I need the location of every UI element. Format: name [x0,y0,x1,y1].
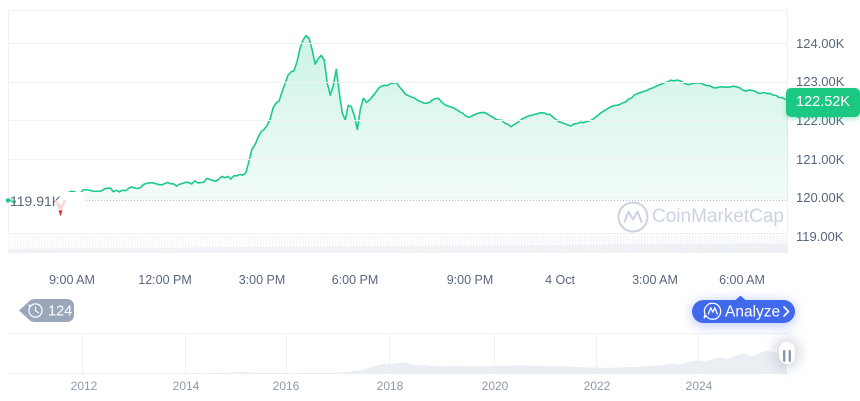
svg-text:Analyze: Analyze [725,304,780,321]
